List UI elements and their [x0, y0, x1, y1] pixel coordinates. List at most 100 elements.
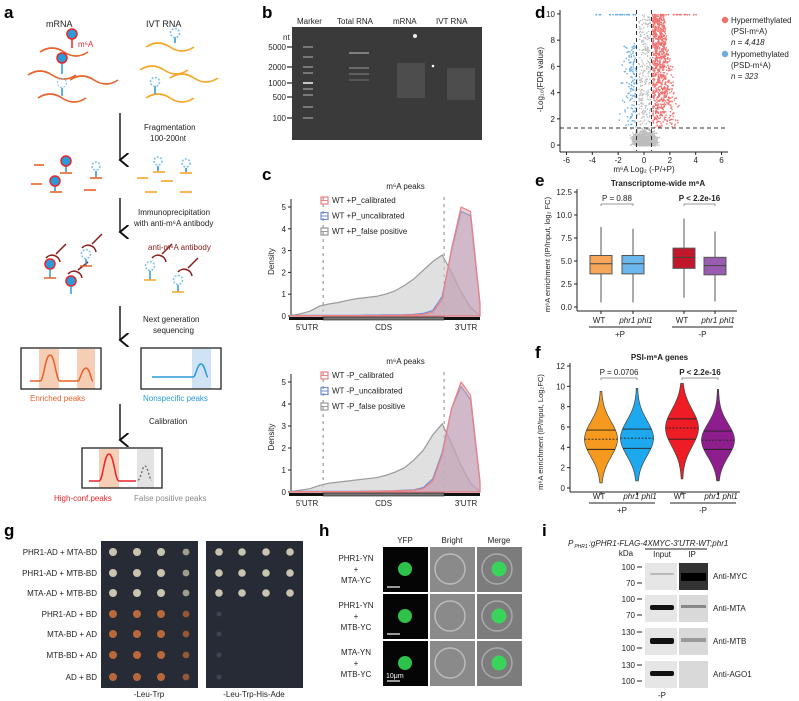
- point-hyper: [656, 38, 658, 40]
- point-ns: [639, 137, 642, 139]
- point-hyper: [656, 34, 658, 36]
- legend-label: WT -P_false positive: [332, 402, 406, 411]
- point-ns: [645, 78, 647, 81]
- point-hyper: [673, 112, 675, 114]
- point-ns: [640, 90, 642, 92]
- point-hyper: [678, 105, 680, 107]
- point-hyper: [656, 119, 658, 121]
- point-hypo: [632, 13, 635, 16]
- point-hyper: [662, 62, 664, 64]
- y-tick-label: 1: [282, 290, 287, 299]
- point-ns: [652, 133, 655, 136]
- point-hyper: [654, 57, 657, 60]
- y-tick-label: 8: [551, 36, 556, 45]
- point-ns: [641, 59, 643, 61]
- point-hyper: [658, 29, 661, 31]
- point-hyper: [659, 61, 661, 63]
- point-hyper: [666, 92, 669, 95]
- point-ns: [641, 94, 643, 97]
- point-hyper: [668, 116, 670, 119]
- point-ns: [648, 109, 651, 112]
- point-hypo: [633, 120, 635, 122]
- point-hyper: [660, 44, 662, 46]
- point-hyper: [664, 78, 667, 80]
- point-hyper: [659, 21, 662, 23]
- yeast-spot: [182, 589, 190, 597]
- point-hyper: [654, 91, 656, 93]
- point-hypo: [626, 96, 629, 99]
- kda-marker: 70: [626, 579, 635, 588]
- point-hyper: [664, 103, 667, 106]
- point-hyper: [660, 50, 663, 52]
- nonspecific-peaks-label: Nonspecific peaks: [143, 394, 208, 403]
- point-hyper: [665, 84, 667, 86]
- bright-cell-outline: [434, 600, 466, 632]
- point-ns: [638, 20, 640, 23]
- point-ns: [644, 137, 646, 139]
- point-hyper: [680, 13, 682, 16]
- point-ns: [642, 141, 644, 143]
- point-hyper: [662, 50, 665, 52]
- point-hyper: [656, 60, 659, 62]
- point-hyper: [661, 77, 663, 79]
- point-hyper: [663, 94, 665, 97]
- y-tick-label: 5.0: [561, 257, 573, 266]
- point-hyper: [656, 116, 658, 119]
- point-hyper: [653, 64, 656, 67]
- point-hyper: [657, 28, 659, 30]
- mrna-header: mRNA: [46, 19, 73, 29]
- group-label: +P: [615, 330, 625, 339]
- point-hyper: [652, 23, 654, 25]
- point-hyper: [660, 32, 663, 34]
- band-ip: [681, 573, 706, 581]
- region-bar-3utr: [444, 317, 480, 320]
- box: [672, 247, 696, 269]
- point-hyper: [655, 109, 658, 112]
- point-hyper: [654, 70, 656, 72]
- point-hyper: [662, 52, 665, 54]
- point-hyper: [653, 29, 655, 31]
- point-hyper: [665, 13, 667, 16]
- point-hyper: [652, 112, 654, 114]
- point-ns: [641, 103, 643, 105]
- blot-input-lane: [645, 563, 677, 590]
- point-hyper: [658, 39, 660, 41]
- point-hyper: [662, 19, 665, 21]
- box: [589, 254, 613, 275]
- yeast-spot-faint: [216, 631, 222, 637]
- kda-marker: 70: [626, 611, 635, 620]
- point-hyper: [662, 108, 664, 111]
- point-hypo: [628, 59, 630, 61]
- point-hyper: [654, 103, 657, 105]
- point-ns: [647, 144, 649, 146]
- point-ns: [634, 139, 636, 141]
- point-hyper: [667, 69, 670, 72]
- point-ns: [649, 57, 651, 60]
- yfp-nucleus: [398, 562, 412, 576]
- point-hyper: [663, 15, 665, 18]
- point-hypo: [618, 13, 621, 16]
- panel-label-a: a: [4, 3, 14, 22]
- point-hyper: [656, 122, 658, 124]
- point-hypo: [630, 67, 633, 69]
- point-ns: [634, 135, 637, 137]
- point-ns: [648, 49, 650, 51]
- point-ns: [649, 57, 651, 59]
- point-hyper: [657, 15, 659, 18]
- point-hyper: [654, 83, 656, 85]
- point-ns: [651, 143, 653, 145]
- point-ns: [632, 139, 634, 141]
- point-hyper: [665, 123, 668, 125]
- point-hyper: [675, 119, 677, 121]
- point-hyper: [657, 26, 659, 28]
- point-hyper: [672, 93, 675, 95]
- point-ns: [644, 142, 646, 145]
- point-hyper: [664, 87, 666, 89]
- point-hypo: [633, 104, 635, 107]
- point-hyper: [661, 66, 663, 68]
- point-ns: [647, 36, 649, 38]
- point-hyper: [652, 69, 655, 72]
- point-ns: [638, 113, 640, 115]
- ivt-strands: [139, 27, 219, 103]
- point-hyper: [675, 13, 678, 16]
